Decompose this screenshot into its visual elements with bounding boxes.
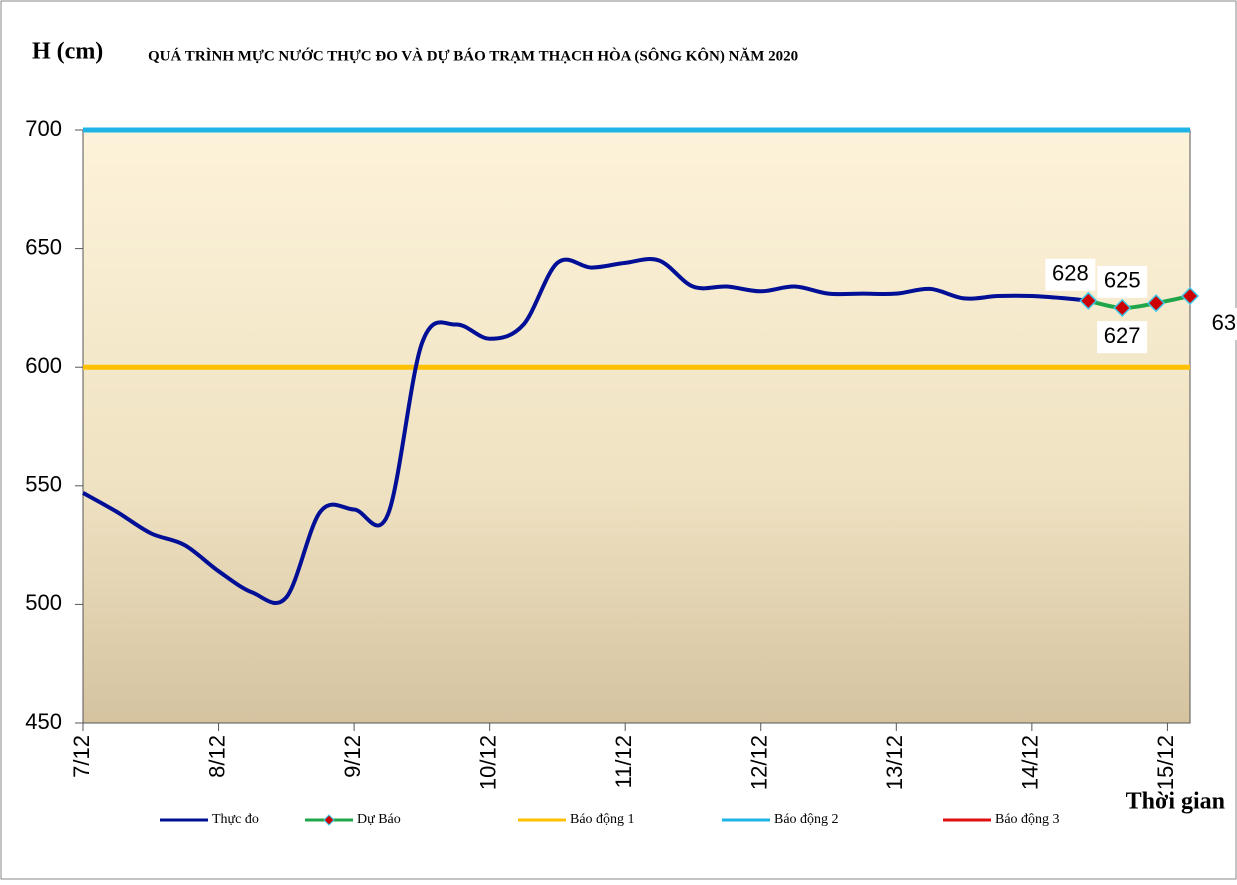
- y-tick-label: 700: [25, 116, 62, 141]
- y-tick-label: 450: [25, 709, 62, 734]
- legend-label: Báo động 1: [570, 812, 635, 827]
- data-label-box: [1097, 265, 1148, 298]
- y-axis-label: H (cm): [32, 39, 103, 65]
- x-tick-label: 12/12: [747, 735, 772, 790]
- data-label-box: [1097, 321, 1148, 354]
- x-tick-label: 8/12: [204, 735, 229, 778]
- y-tick-label: 550: [25, 472, 62, 497]
- x-tick-label: 10/12: [475, 735, 500, 790]
- legend-marker: [323, 814, 335, 826]
- forecast-marker: [1079, 291, 1098, 310]
- forecast-marker: [1147, 294, 1166, 313]
- data-label-box: [1205, 308, 1237, 341]
- legend-label: Báo động 2: [774, 812, 839, 827]
- x-tick-label: 9/12: [340, 735, 365, 778]
- y-tick-label: 650: [25, 234, 62, 259]
- series-line: [82, 256, 1089, 605]
- chart-title: QUÁ TRÌNH MỰC NƯỚC THỰC ĐO VÀ DỰ BÁO TRẠ…: [148, 47, 798, 64]
- series-line: [1087, 294, 1191, 310]
- plot-area: [82, 129, 1191, 724]
- legend-label: Dự Báo: [357, 812, 401, 827]
- data-label-box: [1045, 258, 1096, 291]
- x-tick-label: 13/12: [882, 735, 907, 790]
- forecast-marker: [1113, 298, 1132, 317]
- data-label: 628: [1052, 261, 1089, 286]
- data-label: 630: [1212, 310, 1237, 335]
- y-tick-label: 600: [25, 353, 62, 378]
- forecast-marker: [1180, 286, 1200, 306]
- x-tick-label: 15/12: [1153, 735, 1178, 790]
- data-label: 625: [1104, 268, 1141, 293]
- x-axis-label: Thời gian: [1126, 789, 1225, 815]
- x-tick-label: 11/12: [611, 735, 636, 788]
- x-tick-label: 7/12: [69, 735, 94, 778]
- legend-label: Báo động 3: [995, 812, 1060, 827]
- x-tick-label: 14/12: [1018, 735, 1043, 790]
- data-label: 627: [1104, 323, 1141, 348]
- legend-label: Thực đo: [212, 812, 259, 827]
- y-tick-label: 500: [25, 590, 62, 615]
